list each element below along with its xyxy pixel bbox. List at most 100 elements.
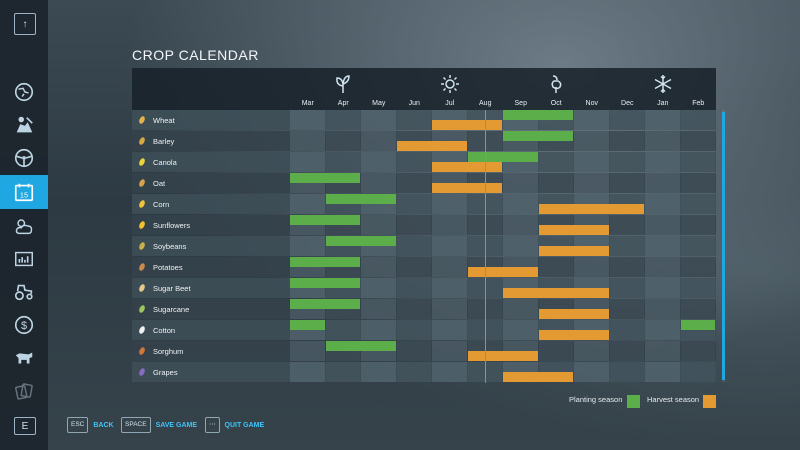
harvest-season-bar [538,204,644,214]
crop-name: Oat [132,173,290,193]
crop-row: Corn [132,194,716,214]
month-label: Apr [337,100,349,107]
calendar-cell [609,152,644,172]
sorghum-icon [137,346,147,356]
calendar-cell [361,173,396,193]
calendar-cell [467,362,502,382]
statistics-icon [15,251,33,267]
current-date-line [485,110,487,383]
sidebar-item-calendar[interactable]: 15 [0,175,48,209]
calendar-cell [432,299,467,319]
crop-label: Sugar Beet [153,283,191,293]
quit-game-button[interactable]: ⋯ QUIT GAME [205,417,264,433]
calendar-cell [645,215,680,235]
calendar-cell [609,278,644,298]
crop-row: Canola [132,152,716,172]
season-header [132,68,716,110]
crop-name: Soybeans [132,236,290,256]
back-label: BACK [93,421,114,429]
save-game-button[interactable]: SPACE SAVE GAME [121,417,197,433]
calendar-cell [503,173,538,193]
crop-label: Potatoes [153,262,183,272]
calendar-cell [396,320,431,340]
harvest-season-bar [432,120,502,130]
calendar-cell [609,131,644,151]
calendar-cell [325,110,360,130]
sidebar: ↑ 15 $ E [0,0,48,450]
calendar-cell [325,320,360,340]
planting-season-bar [325,194,396,204]
page-down-key[interactable]: E [14,417,36,435]
harvest-season-bar [432,183,502,193]
harvest-season-bar [538,309,609,319]
calendar-cell [396,173,431,193]
harvest-season-bar [538,246,609,256]
calendar-cell [680,257,715,277]
planting-season-bar [680,320,715,330]
crop-label: Sugarcane [153,304,190,314]
sidebar-item-map[interactable] [0,76,48,108]
month-label: Jan [657,100,669,107]
sidebar-item-contracts[interactable] [0,375,48,407]
calendar-cell [609,341,644,361]
calendar-cell [609,362,644,382]
page-down-key-label: E [21,420,29,432]
sidebar-item-garage[interactable] [0,276,48,308]
month-label: Aug [479,100,492,107]
planting-season-bar [467,152,538,162]
calendar-cell [538,152,573,172]
crop-name: Corn [132,194,290,214]
calendar-cell [361,131,396,151]
calendar-cell [645,236,680,256]
weather-icon [15,219,33,235]
calendar-cell [396,299,431,319]
calendar-cell [503,194,538,214]
calendar-cell [538,257,573,277]
sidebar-item-statistics[interactable] [0,243,48,275]
planting-season-bar [325,236,396,246]
oat-icon [137,178,147,188]
calendar-cell [574,110,609,130]
crop-name: Barley [132,131,290,151]
farmer-icon [16,116,33,133]
calendar-cell [290,362,325,382]
quit-key: ⋯ [205,417,220,433]
sidebar-item-weather[interactable] [0,210,48,242]
scrollbar-thumb[interactable] [722,112,725,380]
crop-label: Cotton [153,325,176,335]
calendar-cell [574,362,609,382]
legend-harvest-swatch [703,395,716,408]
crop-name: Sorghum [132,341,290,361]
contracts-icon [15,383,33,400]
calendar-cell [645,299,680,319]
calendar-cell [645,257,680,277]
crop-name: Canola [132,152,290,172]
crop-label: Corn [153,199,170,209]
month-label: May [372,100,386,107]
calendar-cell [645,362,680,382]
page-up-key[interactable]: ↑ [14,13,36,35]
calendar-cell [680,236,715,256]
crop-label: Barley [153,136,175,146]
sidebar-item-animals[interactable] [0,342,48,374]
harvest-season-bar [396,141,467,151]
calendar-cell [680,341,715,361]
sidebar-item-farmer[interactable] [0,109,48,141]
calendar-cell [680,152,715,172]
calendar-cell [396,194,431,214]
crop-name: Wheat [132,110,290,130]
sidebar-item-finances[interactable]: $ [0,309,48,341]
calendar-cell [432,257,467,277]
back-button[interactable]: ESC BACK [67,417,114,433]
calendar-icon: 15 [14,183,34,202]
calendar-cell [680,362,715,382]
calendar-cell [467,299,502,319]
calendar-cell [432,362,467,382]
harvest-season-bar [538,225,609,235]
crop-row: Grapes [132,362,716,382]
sidebar-item-vehicles[interactable] [0,142,48,174]
calendar-cell [290,152,325,172]
month-label: Jun [408,100,420,107]
crop-label: Sunflowers [153,220,191,230]
calendar-cell [396,236,431,256]
